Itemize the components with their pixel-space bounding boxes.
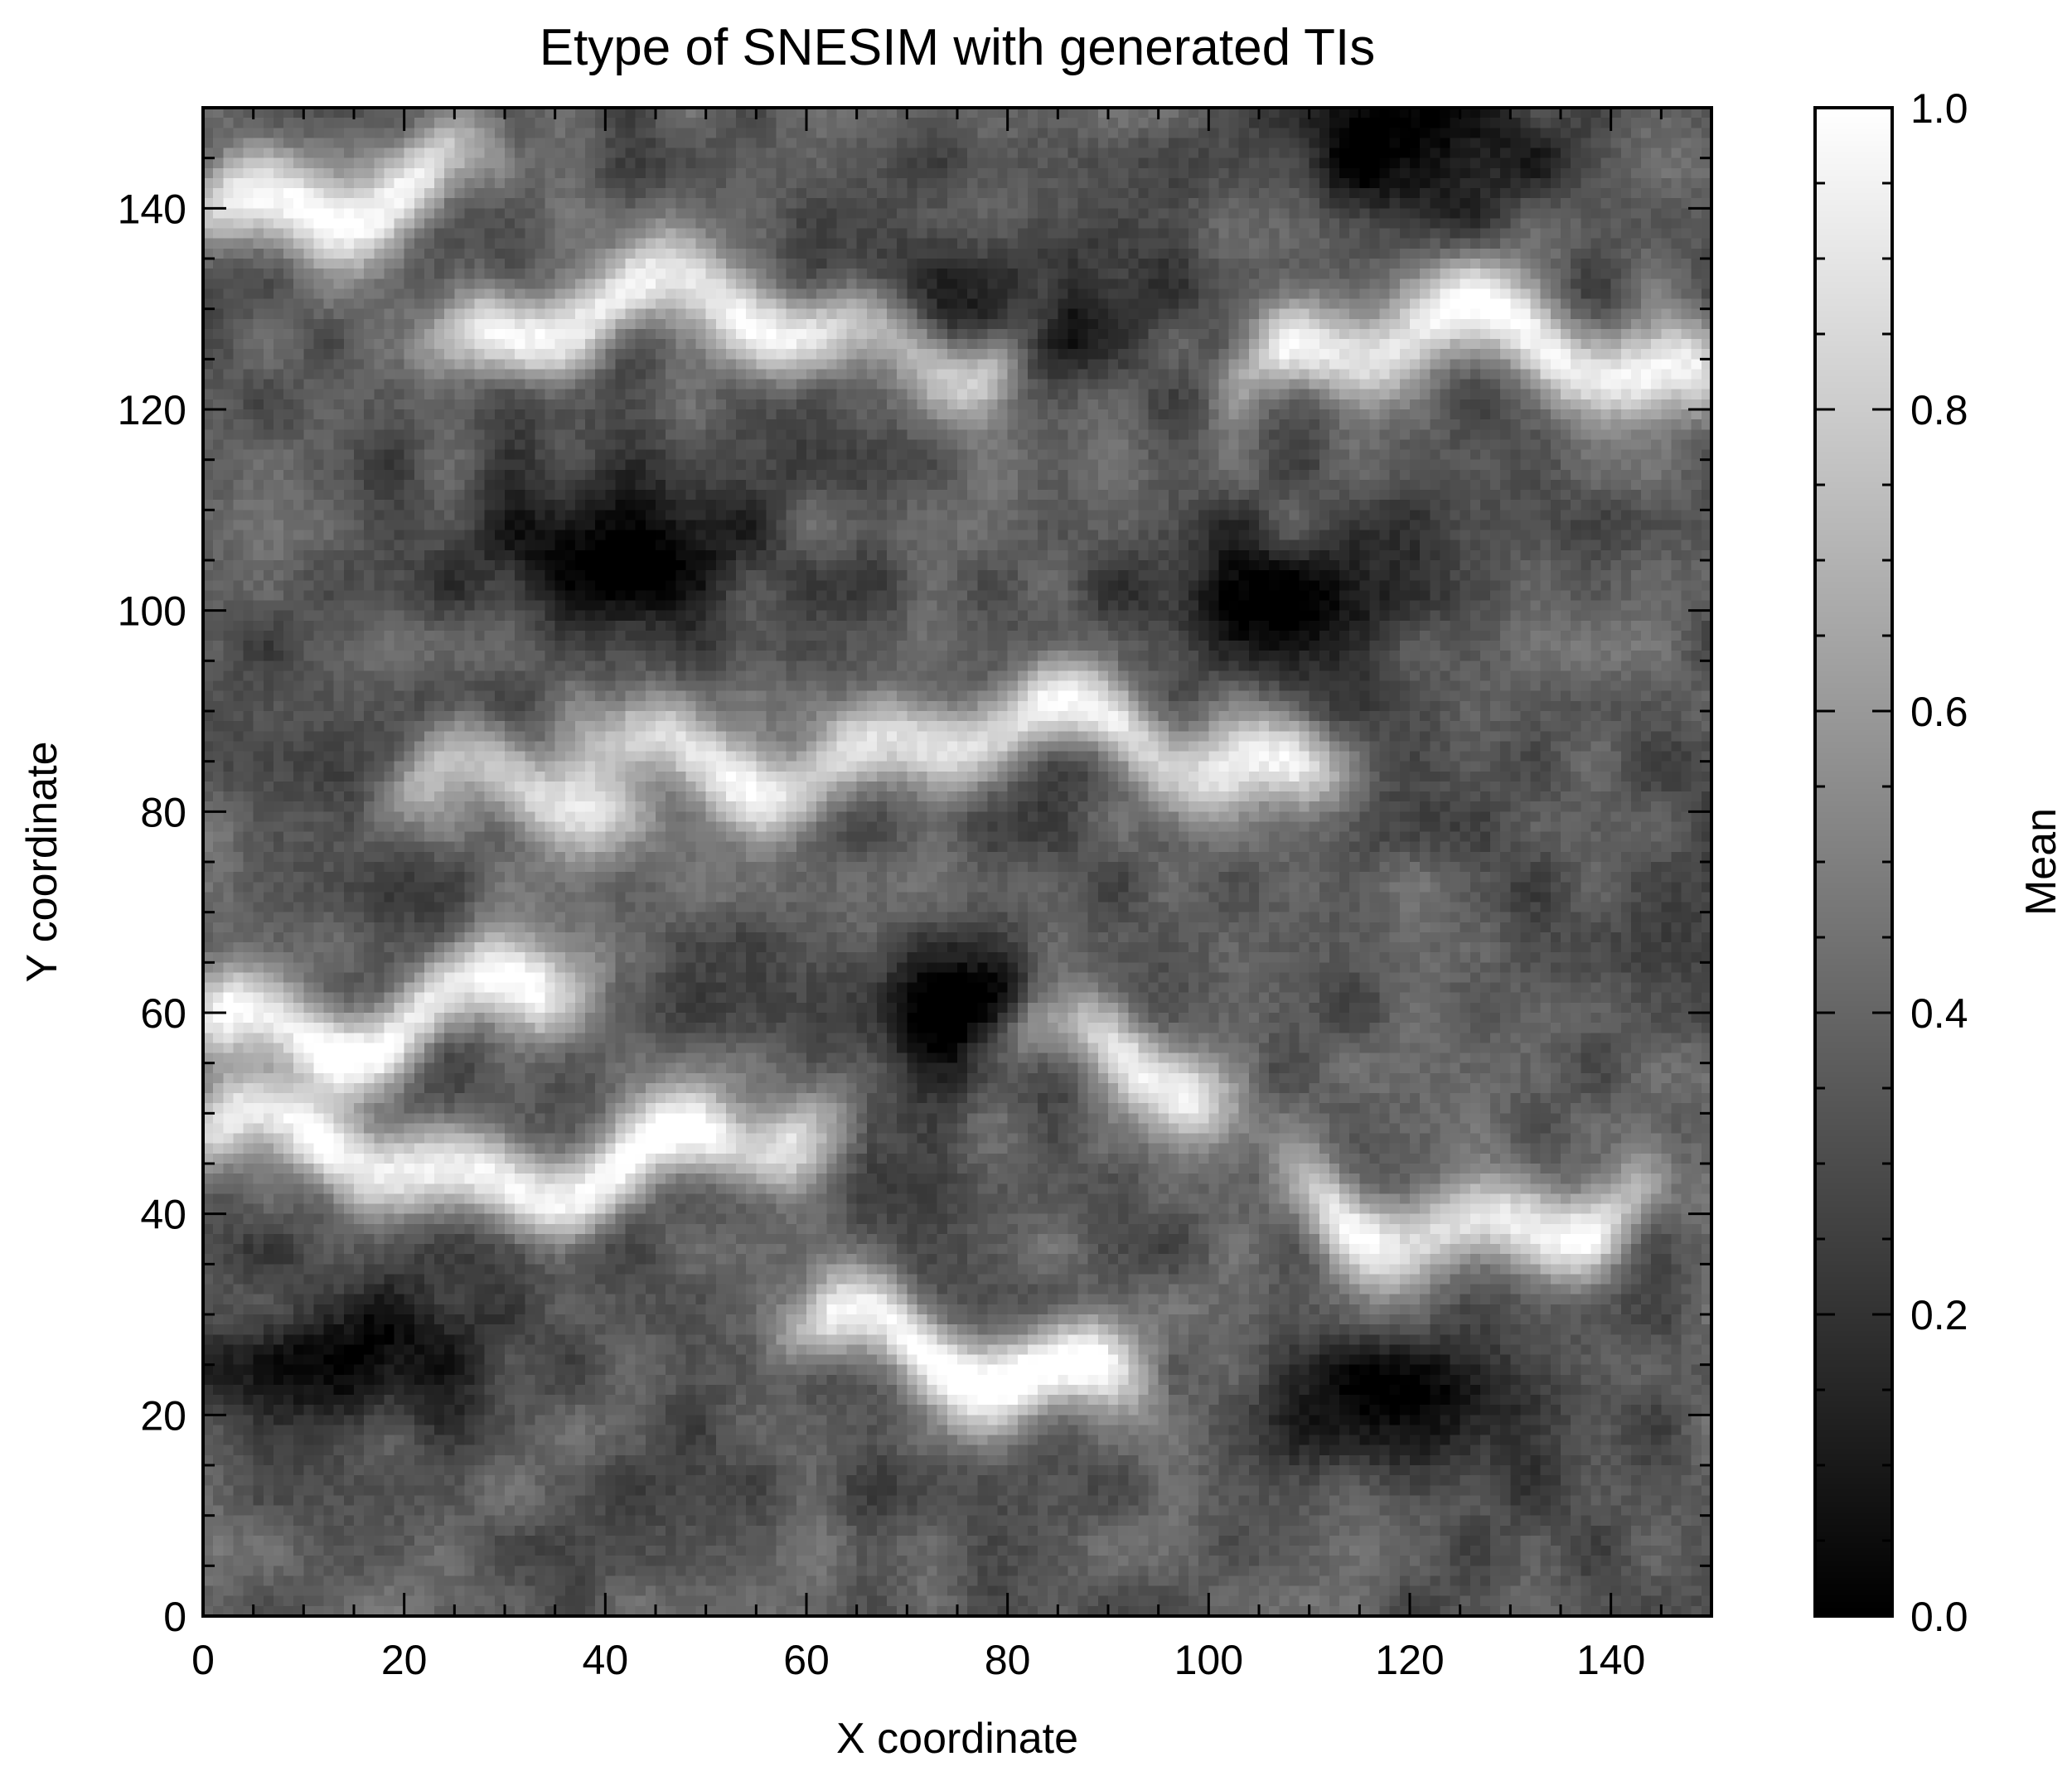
colorbar-tick-label: 1.0 [1910, 85, 1968, 132]
y-tick-label: 60 [140, 990, 186, 1037]
colorbar-tick-label: 0.4 [1910, 990, 1968, 1037]
x-tick-label: 120 [1375, 1637, 1444, 1683]
colorbar-tick-label: 0.8 [1910, 387, 1968, 433]
axis-ticks: 0 20 40 60 80 100 120 140 0 20 40 60 80 100 120 140 0.0 0… [118, 85, 1968, 1683]
x-tick-label: 100 [1174, 1637, 1243, 1683]
colorbar-tick-label: 0.6 [1910, 689, 1968, 735]
x-tick-label: 140 [1576, 1637, 1645, 1683]
y-tick-label: 80 [140, 789, 186, 835]
y-tick-label: 100 [118, 588, 186, 635]
y-tick-label: 0 [163, 1594, 186, 1640]
x-tick-label: 0 [191, 1637, 215, 1683]
y-axis-label: Y coordinate [18, 741, 66, 982]
colorbar-gradient [1815, 108, 1892, 1616]
colorbar-frame [1813, 106, 1894, 1618]
y-tick-label: 20 [140, 1392, 186, 1439]
y-tick-label: 40 [140, 1192, 186, 1238]
x-axis-label: X coordinate [836, 1715, 1078, 1763]
x-tick-label: 60 [783, 1637, 830, 1683]
heatmap-image [203, 108, 1711, 1616]
colorbar-label: Mean [2017, 808, 2065, 916]
x-tick-label: 40 [583, 1637, 629, 1683]
plot-frame [201, 106, 1713, 1618]
colorbar-tick-label: 0.2 [1910, 1292, 1968, 1338]
chart-title: Etype of SNESIM with generated TIs [540, 19, 1376, 76]
colorbar-tick-label: 0.0 [1910, 1594, 1968, 1640]
y-tick-label: 140 [118, 186, 186, 232]
y-tick-label: 120 [118, 387, 186, 433]
x-tick-label: 80 [985, 1637, 1031, 1683]
x-tick-label: 20 [381, 1637, 428, 1683]
